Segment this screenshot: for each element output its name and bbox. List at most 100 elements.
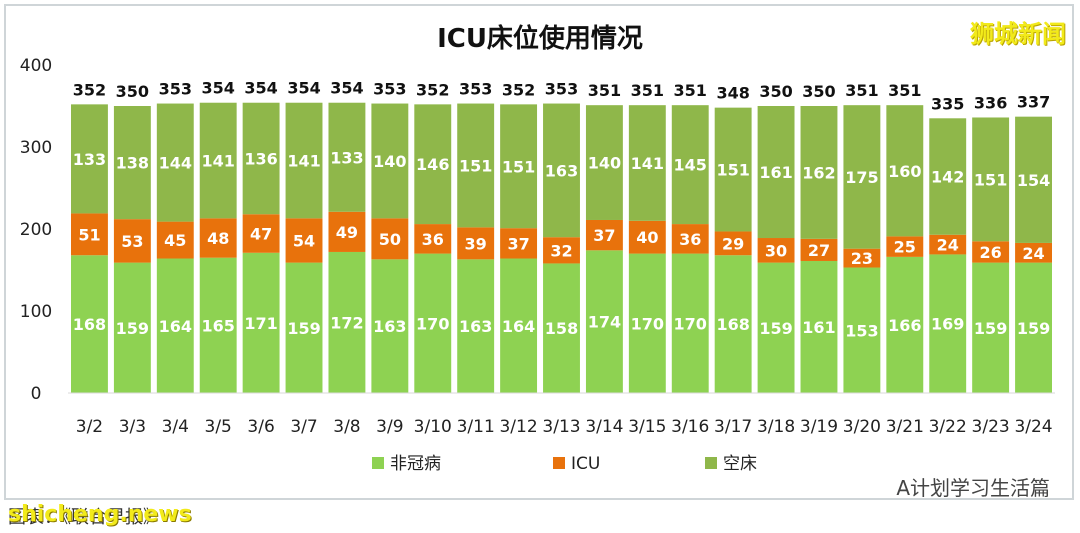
total-label: 352: [502, 80, 535, 99]
data-label: 168: [73, 315, 106, 334]
legend-swatch: [372, 457, 384, 469]
bars-group: 168 51 133 352 159 53 138 350 164 45 144 353 165 48 14…: [71, 79, 1052, 393]
data-label: 169: [931, 315, 964, 334]
x-tick-label: 3/4: [162, 417, 189, 437]
data-label: 159: [974, 319, 1007, 338]
x-tick-label: 3/11: [457, 417, 495, 437]
total-label: 354: [244, 79, 277, 98]
x-tick-label: 3/21: [886, 417, 924, 437]
data-label: 45: [164, 231, 186, 250]
data-label: 145: [674, 156, 707, 175]
x-tick-label: 3/24: [1014, 417, 1052, 437]
data-label: 133: [73, 150, 106, 169]
bar-segment-空床: [328, 102, 366, 212]
bar-segment-非冠病: [800, 260, 838, 393]
data-label: 170: [631, 314, 664, 333]
bar-segment-空床: [628, 105, 666, 221]
bar-segment-非冠病: [457, 259, 495, 393]
legend-label: 非冠病: [390, 454, 441, 474]
legend: 非冠病 ICU 空床: [372, 454, 757, 474]
wechat-account-label: A计划学习生活篇: [896, 476, 1050, 500]
data-label: 141: [631, 154, 664, 173]
x-tick-label: 3/6: [247, 417, 274, 437]
x-axis: 3/2 3/3 3/4 3/5 3/6 3/7 3/8 3/9 3/10 3/11 3/12 3/13…: [68, 392, 1055, 437]
brand-logo-text: 狮城新闻: [970, 20, 1066, 48]
bar-segment-非冠病: [543, 263, 580, 393]
total-label: 350: [116, 82, 149, 101]
total-label: 337: [1017, 93, 1050, 112]
data-label: 151: [716, 161, 749, 180]
data-label: 164: [159, 317, 192, 336]
data-label: 24: [1022, 244, 1044, 263]
y-tick-label: 300: [20, 138, 52, 158]
bar-segment-非冠病: [242, 252, 280, 393]
bar-segment-非冠病: [886, 256, 924, 393]
bar-segment-ICU: [886, 236, 924, 257]
data-label: 140: [373, 152, 406, 171]
total-label: 352: [73, 80, 106, 99]
total-label: 351: [845, 81, 878, 100]
x-tick-label: 3/20: [843, 417, 881, 437]
total-label: 351: [631, 81, 664, 100]
bar-segment-非冠病: [929, 254, 967, 393]
bar-segment-空床: [585, 105, 623, 220]
bar-segment-空床: [156, 103, 194, 222]
bar-segment-非冠病: [757, 262, 795, 393]
data-label: 32: [550, 241, 572, 260]
data-label: 171: [244, 314, 277, 333]
bar-segment-ICU: [929, 234, 967, 255]
data-label: 161: [759, 163, 792, 182]
x-tick-label: 3/3: [119, 417, 146, 437]
data-label: 144: [159, 154, 192, 173]
bar-segment-ICU: [113, 219, 151, 263]
x-tick-label: 3/15: [628, 417, 666, 437]
x-tick-label: 3/19: [800, 417, 838, 437]
bar-segment-空床: [757, 106, 795, 239]
x-tick-label: 3/13: [542, 417, 580, 437]
bar-segment-空床: [199, 102, 237, 219]
data-label: 37: [593, 226, 615, 245]
bar-segment-空床: [972, 117, 1010, 242]
total-label: 354: [201, 79, 234, 98]
watermark: shicheng.news: [8, 502, 192, 527]
x-tick-label: 3/23: [972, 417, 1010, 437]
bar-segment-ICU: [71, 213, 108, 256]
bar-segment-非冠病: [371, 259, 409, 393]
data-label: 163: [373, 317, 406, 336]
data-label: 30: [765, 241, 787, 260]
bar-segment-ICU: [972, 241, 1010, 263]
bar-segment-ICU: [800, 238, 838, 261]
total-label: 350: [759, 82, 792, 101]
total-label: 353: [373, 80, 406, 99]
bar-segment-ICU: [328, 211, 366, 252]
bar-segment-非冠病: [1015, 262, 1052, 393]
x-tick-label: 3/16: [671, 417, 709, 437]
data-label: 140: [588, 154, 621, 173]
y-tick-label: 0: [31, 384, 42, 404]
data-label: 161: [802, 318, 835, 337]
data-label: 29: [722, 234, 744, 253]
data-label: 138: [116, 154, 149, 173]
data-label: 159: [287, 319, 320, 338]
bar-segment-空床: [414, 104, 452, 225]
data-label: 141: [287, 152, 320, 171]
data-label: 39: [465, 234, 487, 253]
bar-segment-非冠病: [199, 257, 237, 393]
total-label: 335: [931, 94, 964, 113]
bar-segment-ICU: [199, 218, 237, 258]
data-label: 50: [379, 230, 401, 249]
bar-segment-非冠病: [71, 255, 108, 393]
source-caption: 图表：《联合早报》: [8, 507, 161, 528]
bar-segment-ICU: [285, 218, 323, 263]
bar-segment-非冠病: [113, 262, 151, 393]
data-label: 51: [78, 225, 100, 244]
bar-segment-空床: [457, 103, 495, 228]
y-tick-label: 100: [20, 302, 52, 322]
bar-segment-空床: [285, 102, 323, 219]
legend-swatch: [553, 457, 565, 469]
bar-segment-空床: [843, 105, 881, 249]
y-tick-label: 400: [20, 56, 52, 76]
data-label: 168: [716, 315, 749, 334]
x-tick-label: 3/12: [499, 417, 537, 437]
